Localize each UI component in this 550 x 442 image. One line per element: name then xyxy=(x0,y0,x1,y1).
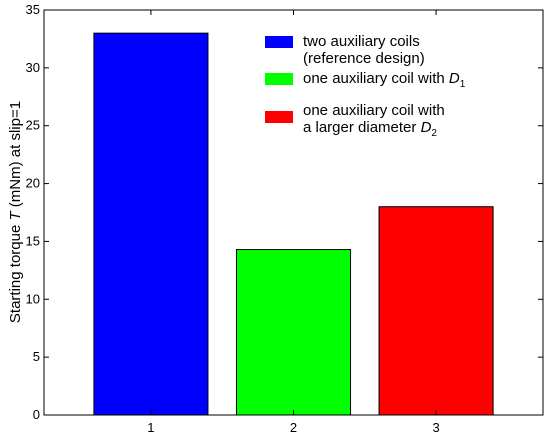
legend-label-2-variable: D xyxy=(421,119,432,136)
legend-label-2-line2: a larger diameter D2 xyxy=(303,119,437,139)
y-tick-label-0: 0 xyxy=(33,407,40,422)
bars-layer xyxy=(93,32,494,416)
legend-swatch-blue xyxy=(265,36,293,48)
y-tick-label-25: 25 xyxy=(26,118,40,133)
bar-2 xyxy=(235,249,352,416)
plot-frame xyxy=(43,9,544,416)
x-tick-label-3: 3 xyxy=(432,420,439,435)
y-axis-label: Starting torque T (mNm) at slip=1 xyxy=(7,101,24,323)
bar-3 xyxy=(378,206,494,416)
legend-label-1: one auxiliary coil with D1 xyxy=(303,70,466,90)
y-axis-label-variable: T xyxy=(7,210,24,221)
legend-swatch-green xyxy=(265,73,293,85)
legend: two auxiliary coils (reference design) o… xyxy=(265,33,466,139)
legend-label-1-subscript: 1 xyxy=(460,79,466,90)
y-tick-label-30: 30 xyxy=(26,60,40,75)
y-tick-label-35: 35 xyxy=(26,2,40,17)
y-axis-label-suffix: (mNm) at slip=1 xyxy=(7,101,24,211)
y-tick-label-5: 5 xyxy=(33,349,40,364)
y-tick-label-10: 10 xyxy=(26,291,40,306)
legend-label-2-line1: one auxiliary coil with xyxy=(303,102,445,119)
legend-label-0-line1: two auxiliary coils xyxy=(303,33,420,50)
y-axis-label-prefix: Starting torque xyxy=(7,221,24,324)
legend-swatch-red xyxy=(265,111,293,123)
x-tick-label-2: 2 xyxy=(290,420,297,435)
y-tick-label-15: 15 xyxy=(26,233,40,248)
legend-label-2-subscript: 2 xyxy=(431,128,437,139)
y-tick-label-20: 20 xyxy=(26,176,40,191)
legend-label-0-line2: (reference design) xyxy=(303,50,425,67)
legend-label-2-prefix: a larger diameter xyxy=(303,119,421,136)
legend-label-1-variable: D xyxy=(449,70,460,87)
legend-label-1-prefix: one auxiliary coil with xyxy=(303,70,449,87)
bar-1 xyxy=(93,32,209,416)
x-tick-label-1: 1 xyxy=(147,420,154,435)
